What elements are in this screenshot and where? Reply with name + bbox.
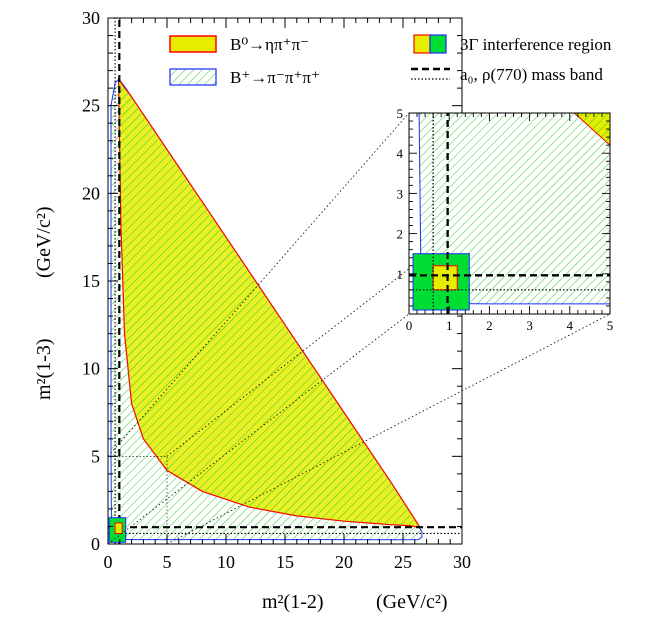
y-tick-label: 25 bbox=[82, 96, 100, 116]
interference-inner bbox=[114, 522, 123, 534]
inset-interference-box bbox=[409, 113, 610, 314]
inset-x-tick-label: 5 bbox=[607, 318, 614, 333]
legend-swatch-interference bbox=[413, 34, 447, 54]
inset-x-tick-label: 2 bbox=[486, 318, 493, 333]
x-tick-label: 10 bbox=[217, 552, 235, 572]
x-tick-label: 25 bbox=[394, 552, 412, 572]
y-axis-unit: (GeV/c²) bbox=[33, 206, 55, 278]
x-tick-label: 15 bbox=[276, 552, 294, 572]
legend: B⁰→ηπ⁺π⁻ B⁺→π⁻π⁺π⁺ 3Γ interference regio… bbox=[169, 34, 612, 87]
x-axis-unit: (GeV/c²) bbox=[376, 591, 448, 613]
y-tick-label: 20 bbox=[82, 183, 100, 203]
inset-x-tick-label: 0 bbox=[406, 318, 413, 333]
x-tick-label: 30 bbox=[453, 552, 471, 572]
x-tick-label: 20 bbox=[335, 552, 353, 572]
legend-label-bplus: B⁺→π⁻π⁺π⁺ bbox=[230, 68, 320, 87]
inset-plot: 0 1 2 3 4 5 1 2 3 4 5 bbox=[397, 106, 614, 333]
connector-top-left bbox=[107, 112, 410, 457]
y-axis-title: m²(1-3) bbox=[33, 338, 55, 400]
legend-swatch-b0 bbox=[169, 35, 217, 53]
legend-swatch-bands bbox=[411, 67, 450, 80]
y-tick-label: 15 bbox=[82, 271, 100, 291]
inset-y-tick-label: 3 bbox=[397, 186, 404, 201]
x-tick-label: 0 bbox=[104, 552, 113, 572]
inset-y-tick-label: 2 bbox=[397, 227, 404, 242]
legend-swatch-bplus bbox=[169, 68, 217, 86]
zoom-connectors bbox=[107, 112, 611, 545]
legend-label-bands: a₀, ρ(770) mass band bbox=[460, 65, 603, 84]
inset-x-tick-label: 3 bbox=[526, 318, 533, 333]
x-tick-label: 5 bbox=[163, 552, 172, 572]
inset-frame bbox=[408, 112, 611, 315]
legend-label-interference: 3Γ interference region bbox=[460, 35, 612, 54]
inset-x-tick-label: 4 bbox=[567, 318, 574, 333]
inset-y-tick-label: 5 bbox=[397, 106, 404, 121]
connector-top-right bbox=[166, 112, 611, 457]
inset-ticks: 0 1 2 3 4 5 1 2 3 4 5 bbox=[397, 106, 614, 333]
zoom-region-marker bbox=[108, 456, 168, 544]
inset-y-tick-label: 4 bbox=[397, 146, 404, 161]
inset-x-tick-label: 1 bbox=[446, 318, 453, 333]
interference-box bbox=[108, 517, 127, 543]
legend-label-b0: B⁰→ηπ⁺π⁻ bbox=[230, 35, 309, 54]
inset-y-tick-label: 1 bbox=[397, 267, 404, 282]
y-tick-label: 0 bbox=[91, 534, 100, 554]
interference-inner bbox=[432, 265, 458, 291]
y-tick-label: 30 bbox=[82, 8, 100, 28]
y-tick-label: 10 bbox=[82, 359, 100, 379]
inset-b-zero-hatch bbox=[574, 113, 610, 146]
connector-bottom-left bbox=[107, 313, 410, 545]
x-axis-title: m²(1-2) bbox=[262, 591, 324, 613]
b-zero-hatch-overlay bbox=[118, 79, 420, 528]
y-tick-label: 5 bbox=[91, 446, 100, 466]
